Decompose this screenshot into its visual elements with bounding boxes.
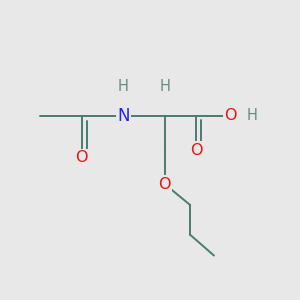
Text: H: H [118,79,129,94]
Text: H: H [159,79,170,94]
Text: O: O [159,177,171,192]
Text: N: N [117,107,130,125]
Text: H: H [247,108,258,123]
Text: O: O [75,150,88,165]
Text: O: O [224,108,236,123]
Text: O: O [190,142,202,158]
